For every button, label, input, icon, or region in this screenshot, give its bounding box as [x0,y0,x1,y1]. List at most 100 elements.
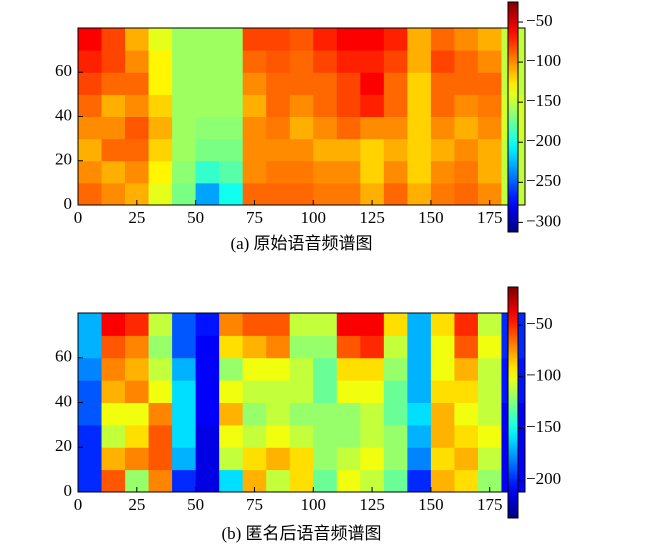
heatmap-cell [101,313,126,336]
heatmap-cell [477,50,502,73]
heatmap-cell [219,469,244,492]
heatmap-cell [148,94,173,117]
y-tick-label: 0 [64,481,73,500]
heatmap-cell [360,160,385,184]
heatmap-cell [148,469,173,492]
heatmap-cell [336,402,361,426]
heatmap-cell [172,313,197,336]
heatmap-cell [477,313,502,336]
heatmap-cell [125,335,150,359]
heatmap-cell [313,469,338,492]
heatmap-cell [101,28,126,51]
y-tick-label: 20 [55,150,72,169]
heatmap-cell [219,160,244,184]
heatmap-cell [195,335,220,359]
heatmap-cell [266,116,291,140]
heatmap-cell [407,94,432,117]
heatmap-cell [407,380,432,403]
x-tick-label: 0 [74,495,83,514]
heatmap-cell [172,116,197,140]
heatmap-cell [172,335,197,359]
heatmap-cell [454,182,479,205]
heatmap-cell [383,313,408,336]
heatmap-cell [219,335,244,359]
heatmap-cell [219,447,244,471]
heatmap-cell [195,116,220,140]
heatmap-cell [477,447,502,471]
heatmap-cell [430,138,455,162]
heatmap-cell [477,182,502,205]
heatmap-cell [383,160,408,184]
colorbar-tick-label: −50 [526,11,553,30]
heatmap-cell [242,313,267,336]
heatmap-cell [477,116,502,140]
heatmap-cell [477,335,502,359]
heatmap-cell [266,447,291,471]
heatmap-cell [101,72,126,95]
heatmap-cell [430,116,455,140]
heatmap-cell [430,424,455,448]
heatmap-cell [195,138,220,162]
heatmap-cell [313,138,338,162]
heatmap-cell [360,116,385,140]
heatmap-cell [313,28,338,51]
heatmap-cell [101,380,126,403]
heatmap-cell [125,28,150,51]
heatmap-cell [477,469,502,492]
heatmap-cell [125,447,150,471]
x-tick-label: 50 [187,208,204,227]
heatmap-cell [407,357,432,381]
colorbar-tick-label: −150 [526,417,561,436]
heatmap-cell [172,357,197,381]
heatmap-cell [313,402,338,426]
heatmap-cell [407,116,432,140]
heatmap-cell [477,357,502,381]
heatmap-cell [172,160,197,184]
y-tick-label: 40 [55,391,72,410]
heatmap-cell [383,116,408,140]
heatmap-cell [219,28,244,51]
heatmap-cell [336,447,361,471]
colorbar-tick-label: −300 [526,211,561,230]
heatmap-cell [78,116,103,140]
heatmap-cell [289,182,314,205]
heatmap-cell [242,72,267,95]
heatmap-cell [430,94,455,117]
heatmap-cell [266,94,291,117]
heatmap-cell [289,447,314,471]
heatmap-cell [148,380,173,403]
heatmap-cell [172,402,197,426]
heatmap-cell [219,138,244,162]
colorbar-tick-label: −200 [526,469,561,488]
heatmap-cell [172,182,197,205]
heatmap-cell [383,335,408,359]
heatmap-cell [454,469,479,492]
heatmap-cell [242,116,267,140]
heatmap-cell [477,72,502,95]
heatmap-cell [313,357,338,381]
heatmap-cell [219,182,244,205]
heatmap-cell [430,469,455,492]
heatmap-cell [360,28,385,51]
heatmap-cell [383,469,408,492]
heatmap-cell [125,380,150,403]
colorbar [507,286,519,519]
heatmap-cell [172,138,197,162]
heatmap-cell [125,94,150,117]
heatmap-cell [289,50,314,73]
heatmap-cell [101,94,126,117]
heatmap-cell [289,138,314,162]
heatmap-cell [289,424,314,448]
heatmap-cell [125,116,150,140]
colorbar-tick-label: −100 [526,51,561,70]
heatmap-cell [219,116,244,140]
heatmap-cell [195,402,220,426]
heatmap-cell [219,313,244,336]
colorbar-tick-label: −100 [526,366,561,385]
heatmap-cell [360,424,385,448]
heatmap-cell [430,335,455,359]
heatmap-cell [172,50,197,73]
heatmap-cell [430,380,455,403]
heatmap-cell [454,28,479,51]
